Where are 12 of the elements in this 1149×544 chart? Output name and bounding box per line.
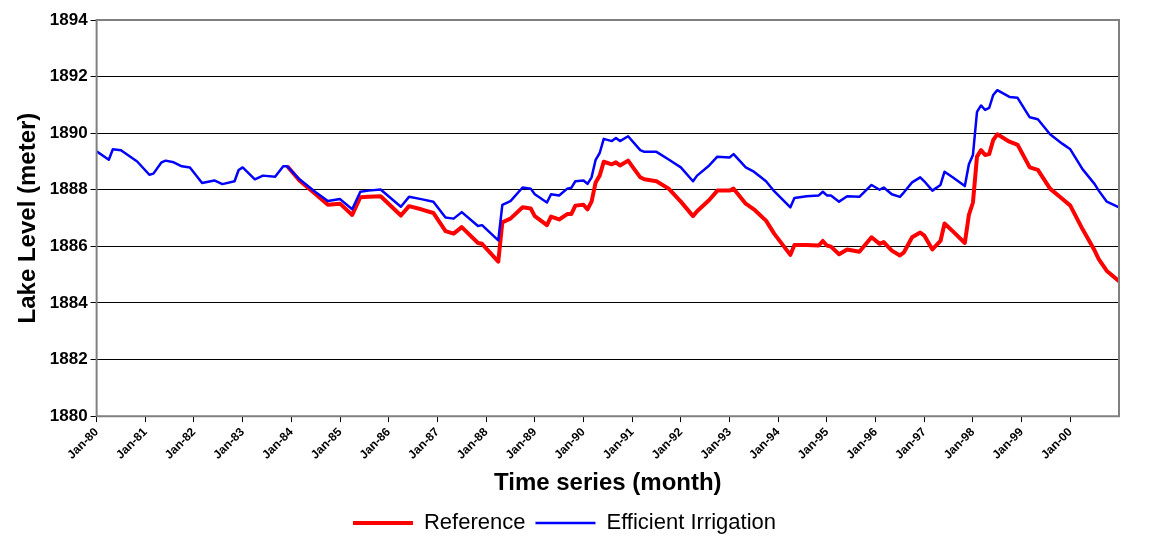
legend-label: Efficient Irrigation	[606, 509, 777, 535]
y-tick-label: 1882	[49, 349, 88, 369]
y-axis-title: Lake Level (meter)	[13, 112, 41, 324]
y-tick-label: 1894	[49, 9, 89, 29]
y-tick-label: 1886	[49, 236, 88, 256]
y-tick-label: 1888	[49, 179, 88, 199]
y-tick-label: 1892	[49, 66, 88, 86]
x-axis-title: Time series (month)	[494, 468, 722, 496]
y-tick-label: 1890	[49, 122, 88, 142]
y-tick-label: 1884	[49, 292, 89, 312]
y-tick-label: 1880	[49, 405, 88, 425]
legend-label: Reference	[423, 509, 526, 535]
